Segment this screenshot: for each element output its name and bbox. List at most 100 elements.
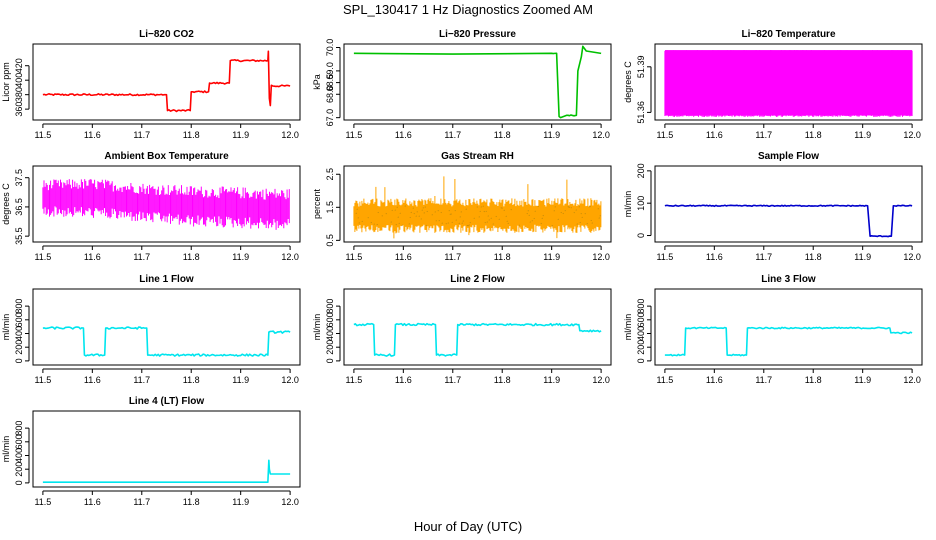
panel-title: Li−820 Temperature [741, 29, 835, 40]
series-line [353, 45, 602, 119]
x-tick-label: 11.7 [133, 130, 150, 140]
chart-panel: Line 4 (LT) Flow ml/min 11.5 11.6 11.7 11.8 11… [1, 396, 301, 507]
y-tick-label: 360 [14, 102, 24, 117]
x-tick-label: 11.9 [854, 130, 871, 140]
chart-panel: Line 1 Flow ml/min 11.5 11.6 11.7 11.8 11.9 12.… [1, 274, 301, 385]
x-tick-label: 11.8 [494, 130, 511, 140]
x-tick-label: 11.5 [34, 130, 51, 140]
data-layer [42, 50, 291, 113]
panel-title: Li−820 CO2 [139, 29, 194, 40]
series-line [664, 204, 913, 238]
y-axis-label: ml/min [312, 314, 322, 341]
chart-panel: Line 3 Flow ml/min 11.5 11.6 11.7 11.8 11.9 12.… [623, 274, 923, 385]
chart-panel: Li−820 CO2 Licor ppm 11.5 11.6 11.7 11.8 11.9 1… [1, 29, 301, 140]
x-tick-label: 12.0 [281, 497, 299, 507]
panel-title: Line 4 (LT) Flow [129, 396, 205, 407]
y-tick-label: 400 [325, 326, 335, 341]
y-tick-label: 800 [14, 421, 24, 436]
y-tick-label: 0 [636, 233, 646, 238]
x-tick-label: 11.6 [706, 375, 723, 385]
y-tick-label: 35.5 [14, 227, 24, 245]
y-axis-label: degrees C [1, 183, 11, 225]
x-tick-label: 11.5 [345, 375, 362, 385]
x-tick-label: 11.8 [805, 252, 822, 262]
x-tick-label: 11.7 [133, 497, 150, 507]
x-tick-label: 11.7 [444, 375, 461, 385]
y-tick-label: 200 [325, 340, 335, 355]
series-line [353, 322, 602, 357]
y-tick-label: 600 [14, 312, 24, 327]
plot-frame [654, 288, 923, 366]
y-tick-label: 800 [636, 299, 646, 314]
y-tick-label: 400 [636, 326, 646, 341]
y-tick-label: 400 [14, 73, 24, 88]
y-axis-label: percent [312, 188, 322, 219]
y-tick-label: 67.0 [325, 109, 335, 127]
x-tick-label: 11.9 [232, 375, 249, 385]
panel-title: Line 3 Flow [761, 274, 816, 285]
data-layer [42, 459, 291, 484]
plot-frame [654, 43, 923, 121]
x-tick-label: 11.9 [232, 252, 249, 262]
y-tick-label: 400 [14, 326, 24, 341]
chart-panels: Li−820 CO2 Licor ppm 11.5 11.6 11.7 11.8 11.9 1… [1, 29, 923, 507]
x-tick-label: 11.8 [494, 252, 511, 262]
chart-panel: Gas Stream RH percent 11.5 11.6 11.7 11.8 11.9… [312, 151, 612, 262]
y-tick-label: 70.0 [325, 39, 335, 57]
y-tick-label: 68.0 [325, 86, 335, 104]
series-line [42, 326, 291, 357]
x-tick-label: 11.9 [543, 375, 560, 385]
x-tick-label: 12.0 [903, 375, 921, 385]
x-tick-label: 12.0 [592, 375, 610, 385]
x-tick-label: 11.5 [345, 130, 362, 140]
x-tick-label: 11.9 [232, 130, 249, 140]
x-tick-label: 11.5 [656, 252, 673, 262]
chart-panel: Line 2 Flow ml/min 11.5 11.6 11.7 11.8 11.9 12.… [312, 274, 612, 385]
x-tick-label: 11.8 [805, 130, 822, 140]
plot-frame [32, 410, 301, 488]
x-tick-label: 11.7 [133, 252, 150, 262]
x-tick-label: 11.6 [706, 252, 723, 262]
series-line [42, 179, 290, 230]
y-tick-label: 51.36 [636, 101, 646, 124]
data-layer [664, 326, 913, 357]
data-layer [42, 179, 290, 230]
y-tick-label: 51.39 [636, 56, 646, 79]
x-tick-label: 11.7 [444, 130, 461, 140]
x-tick-label: 11.9 [854, 375, 871, 385]
y-tick-label: 800 [14, 299, 24, 314]
x-tick-label: 12.0 [903, 130, 921, 140]
x-tick-label: 11.7 [133, 375, 150, 385]
y-tick-label: 800 [325, 299, 335, 314]
x-tick-label: 11.6 [395, 130, 412, 140]
series-overlay [355, 205, 601, 227]
x-tick-label: 11.9 [232, 497, 249, 507]
y-tick-label: 200 [636, 340, 646, 355]
x-tick-label: 11.5 [34, 252, 51, 262]
x-tick-label: 11.9 [543, 130, 560, 140]
panel-title: Gas Stream RH [441, 151, 514, 162]
x-tick-label: 11.8 [183, 130, 200, 140]
x-tick-label: 11.6 [395, 375, 412, 385]
y-axis-label: ml/min [1, 314, 11, 341]
x-tick-label: 11.9 [543, 252, 560, 262]
y-tick-label: 600 [636, 312, 646, 327]
chart-panel: Ambient Box Temperature degrees C 11.5 11.6… [1, 151, 301, 262]
data-layer [353, 45, 602, 119]
x-tick-label: 11.5 [656, 130, 673, 140]
x-tick-label: 11.5 [656, 375, 673, 385]
chart-panel: Li−820 Temperature degrees C 11.5 11.6 11.7 1… [623, 29, 923, 140]
chart-panel: Sample Flow ml/min 11.5 11.6 11.7 11.8 11.9 12.… [623, 151, 923, 262]
y-tick-label: 0 [14, 480, 24, 485]
panel-title: Line 1 Flow [139, 274, 194, 285]
x-tick-label: 11.8 [183, 497, 200, 507]
x-tick-label: 11.6 [706, 130, 723, 140]
series-line [42, 459, 291, 484]
x-tick-label: 12.0 [592, 252, 610, 262]
data-layer [353, 322, 602, 357]
x-tick-label: 11.7 [755, 375, 772, 385]
series-line [664, 50, 913, 117]
data-layer [664, 204, 913, 238]
y-tick-label: 380 [14, 87, 24, 102]
